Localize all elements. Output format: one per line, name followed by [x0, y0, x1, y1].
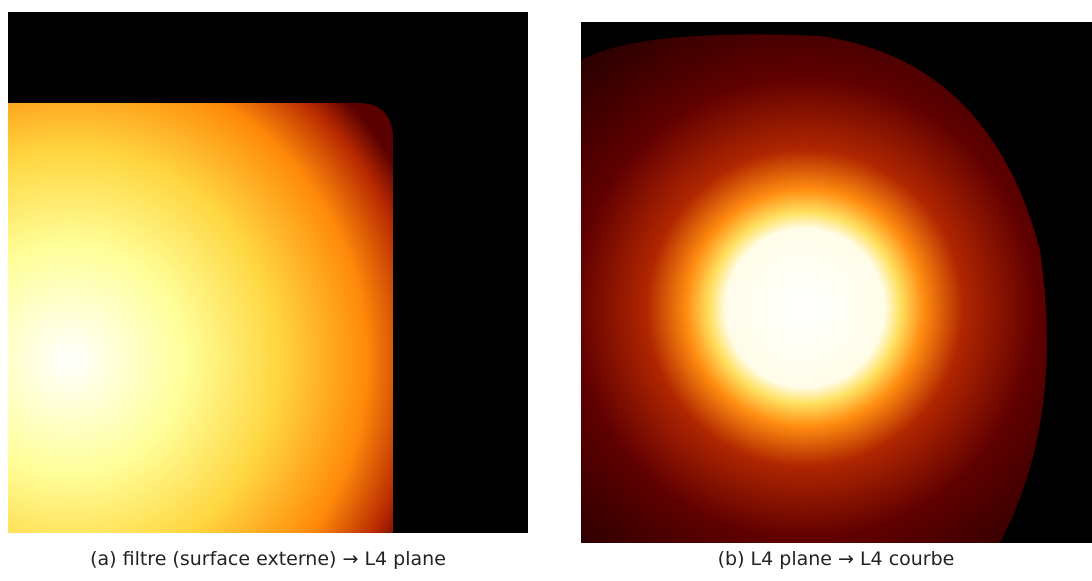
heat-region [581, 34, 1047, 543]
caption: (b) L4 plane → L4 courbe [718, 548, 955, 570]
caption: (a) filtre (surface externe) → L4 plane [90, 548, 446, 570]
panel-a-image [8, 12, 528, 533]
heat-region [8, 103, 393, 533]
panel-b-image [581, 22, 1092, 543]
